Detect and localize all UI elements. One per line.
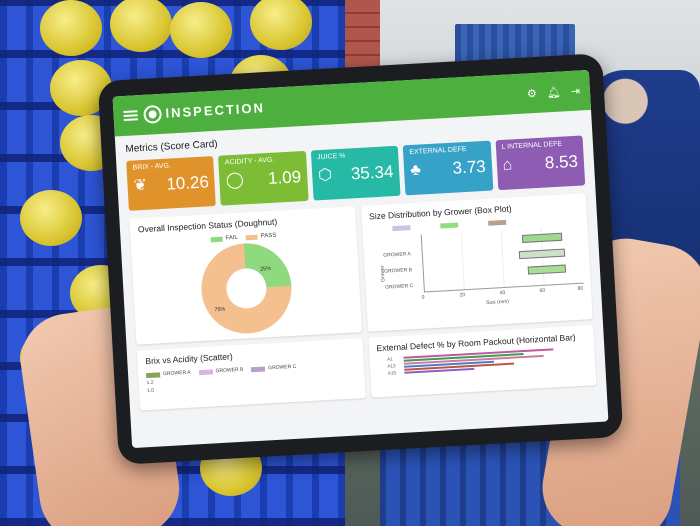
y-tick-label: A1 bbox=[386, 356, 393, 362]
lemon bbox=[250, 0, 312, 50]
lemon bbox=[40, 0, 102, 56]
apple-icon: ◯ bbox=[225, 170, 245, 189]
x-tick-label: 0 bbox=[421, 294, 425, 301]
metric-value: 35.34 bbox=[350, 162, 394, 184]
x-tick-label: 80 bbox=[577, 285, 584, 292]
warehouse-icon: ⌂ bbox=[502, 155, 513, 174]
menu-icon[interactable] bbox=[123, 110, 138, 121]
lemon bbox=[170, 2, 232, 58]
tree-icon: ♣ bbox=[409, 161, 422, 179]
box-grower-b[interactable] bbox=[518, 248, 565, 260]
slice-label-fail: 25% bbox=[260, 266, 272, 273]
metric-label: JUICE % bbox=[316, 152, 346, 162]
legend-swatch[interactable] bbox=[487, 219, 506, 226]
legend-label: GROWER C bbox=[268, 363, 297, 372]
legend-label: FAIL bbox=[225, 234, 238, 242]
metric-card-external-defect[interactable]: EXTERNAL DEFE ♣ 3.73 bbox=[402, 140, 494, 196]
brand-text: INSPECTION bbox=[165, 100, 266, 121]
lemon bbox=[20, 190, 82, 246]
header-actions: ⚙ 🔔︎ ⇥ bbox=[527, 84, 581, 100]
logout-icon[interactable]: ⇥ bbox=[570, 84, 581, 98]
y-tick-label: A15 bbox=[387, 370, 397, 376]
doughnut-chart: 25% 75% bbox=[198, 240, 294, 336]
metric-label: BRIX - AVG. bbox=[132, 162, 172, 172]
x-tick-label: 60 bbox=[539, 287, 546, 295]
lemon bbox=[110, 0, 172, 52]
y-tick-label: GROWER A bbox=[383, 251, 411, 259]
tablet-device: INSPECTION ⚙ 🔔︎ ⇥ Metrics (Score Card) B… bbox=[97, 53, 624, 465]
metric-value: 10.26 bbox=[165, 172, 210, 194]
box-grower-a[interactable] bbox=[521, 232, 562, 243]
dashboard-content: Metrics (Score Card) BRIX - AVG. ❦ 10.26… bbox=[115, 110, 607, 411]
app-title: INSPECTION bbox=[165, 100, 266, 121]
scatter-panel: Brix vs Acidity (Scatter) GROWER A GROWE… bbox=[136, 338, 366, 411]
legend-item-grower-c[interactable]: GROWER C bbox=[251, 364, 296, 373]
legend-swatch[interactable] bbox=[391, 225, 410, 232]
x-axis-title: Size (mm) bbox=[485, 298, 510, 307]
hbar-panel: External Defect % by Room Packout (Horiz… bbox=[367, 325, 597, 398]
legend-item-grower-b[interactable]: GROWER B bbox=[198, 367, 243, 375]
legend-swatch[interactable] bbox=[439, 222, 458, 229]
metric-card-juice[interactable]: JUICE % ⬡ 35.34 bbox=[310, 145, 401, 201]
bell-icon[interactable]: 🔔︎ bbox=[546, 86, 562, 99]
slice-label-pass: 75% bbox=[214, 306, 226, 314]
tablet-screen: INSPECTION ⚙ 🔔︎ ⇥ Metrics (Score Card) B… bbox=[112, 69, 609, 449]
metric-card-internal-defect[interactable]: L INTERNAL DEFE ⌂ 8.53 bbox=[495, 135, 586, 191]
y-tick-label: GROWER C bbox=[384, 283, 414, 291]
box-grower-c[interactable] bbox=[527, 264, 566, 275]
legend-label: GROWER A bbox=[162, 369, 191, 378]
boxplot-plot-area bbox=[420, 225, 584, 293]
box-icon: ⬡ bbox=[317, 165, 333, 184]
metric-card-brix[interactable]: BRIX - AVG. ❦ 10.26 bbox=[126, 156, 217, 211]
legend-item-fail[interactable]: FAIL bbox=[210, 235, 238, 243]
x-tick-label: 20 bbox=[459, 292, 466, 299]
legend-item-grower-a[interactable]: GROWER A bbox=[146, 370, 191, 378]
metric-card-acidity[interactable]: ACIDITY - AVG. ◯ 1.09 bbox=[218, 150, 309, 206]
metric-label: EXTERNAL DEFE bbox=[409, 145, 467, 157]
brand-logo-icon bbox=[143, 104, 163, 124]
legend-label: GROWER B bbox=[215, 366, 244, 375]
brand-logo-area[interactable]: INSPECTION bbox=[143, 99, 265, 124]
y-tick-label: GROWER B bbox=[384, 267, 413, 275]
gear-icon[interactable]: ⚙ bbox=[526, 87, 538, 100]
y-tick-label: A13 bbox=[387, 363, 396, 369]
doughnut-panel: Overall Inspection Status (Doughnut) FAI… bbox=[129, 206, 362, 345]
metric-label: L INTERNAL DEFE bbox=[501, 140, 563, 151]
sprout-icon: ❦ bbox=[133, 176, 148, 195]
boxplot-chart: Grower GROWER A GROWER B GROWER C 0 20 4… bbox=[370, 216, 584, 314]
x-tick-label: 40 bbox=[499, 289, 506, 297]
metric-value: 8.53 bbox=[544, 151, 579, 173]
chart-grid: Overall Inspection Status (Doughnut) FAI… bbox=[129, 193, 597, 411]
legend-label: PASS bbox=[260, 232, 277, 240]
metric-value: 3.73 bbox=[452, 156, 487, 178]
boxplot-panel: Size Distribution by Grower (Box Plot) G… bbox=[360, 193, 593, 332]
metric-label: ACIDITY - AVG. bbox=[224, 156, 275, 167]
legend-item-pass[interactable]: PASS bbox=[245, 232, 277, 241]
metric-value: 1.09 bbox=[267, 167, 302, 189]
